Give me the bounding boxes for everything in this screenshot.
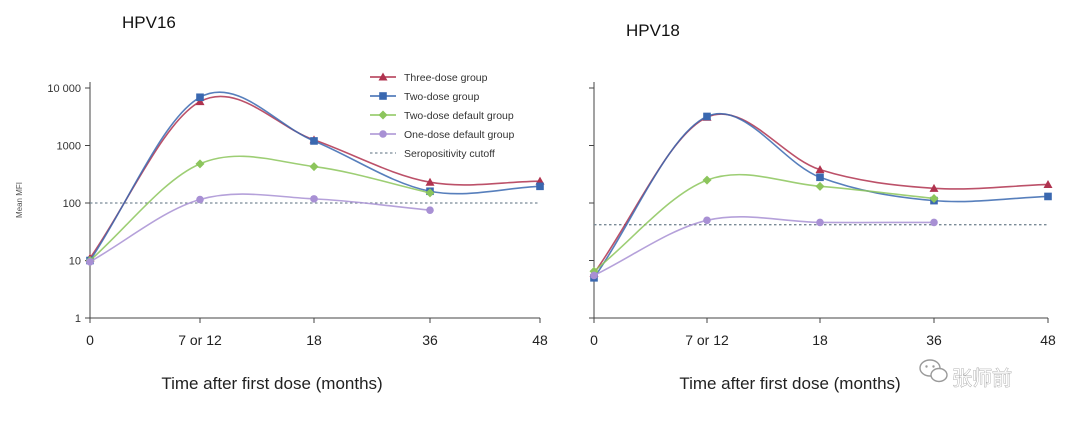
series-one-dose-default-group	[86, 193, 434, 266]
data-point	[536, 182, 544, 191]
wechat-icon	[919, 359, 948, 383]
x-axis-label: Time after first dose (months)	[679, 374, 900, 393]
legend: Three-dose group Two-dose group Two-dose d…	[370, 72, 514, 160]
data-point	[703, 216, 711, 225]
x-tick-label: 48	[1040, 332, 1056, 348]
watermark-text: 张师前	[952, 367, 1012, 390]
data-point	[195, 159, 205, 169]
series-line	[89, 91, 541, 261]
legend-label: Two-dose group	[404, 91, 479, 103]
legend-item: Two-dose group	[370, 91, 479, 103]
series-line	[89, 155, 431, 262]
series-line	[593, 113, 1049, 274]
chart-panel-hpv16: HPV16 Mean MFI Time after first dose (mo…	[15, 13, 548, 393]
x-tick-label: 7 or 12	[178, 332, 222, 348]
series-line	[89, 193, 431, 263]
x-tick-label: 0	[590, 332, 598, 348]
legend-label: Seropositivity cutoff	[404, 148, 495, 160]
watermark: 张师前	[919, 359, 1012, 390]
legend-swatch-marker	[378, 110, 388, 120]
y-tick-label: 1	[75, 313, 81, 325]
x-tick-label: 36	[926, 332, 942, 348]
series-one-dose-default-group	[590, 216, 938, 280]
series-two-dose-group	[590, 112, 1052, 282]
legend-label: Two-dose default group	[404, 110, 514, 122]
legend-label: One-dose default group	[404, 129, 514, 141]
x-tick-label: 7 or 12	[685, 332, 729, 348]
x-tick-label: 48	[532, 332, 548, 348]
series-line	[593, 113, 1049, 279]
data-point	[86, 257, 94, 266]
chart-title: HPV18	[626, 21, 680, 40]
x-tick-label: 18	[306, 332, 322, 348]
x-tick-label: 0	[86, 332, 94, 348]
series-line	[593, 173, 935, 272]
data-point	[425, 177, 435, 186]
data-point	[816, 218, 824, 227]
series-three-dose-group	[589, 112, 1053, 277]
data-point	[815, 165, 825, 174]
data-point	[310, 195, 318, 203]
y-tick-label: 100	[63, 198, 81, 210]
data-point	[196, 93, 204, 102]
data-point	[929, 183, 939, 192]
y-tick-label: 10	[69, 256, 81, 268]
chart-panel-hpv18: HPV18 Time after first dose (months) 0 7 …	[589, 21, 1056, 393]
legend-swatch-marker	[379, 92, 387, 100]
data-point	[930, 218, 938, 227]
data-point	[426, 206, 434, 214]
data-point	[702, 175, 712, 185]
data-point	[815, 181, 825, 191]
x-axis-label: Time after first dose (months)	[161, 374, 382, 393]
legend-swatch-marker	[379, 130, 387, 138]
x-tick-label: 18	[812, 332, 828, 348]
data-point	[590, 271, 598, 280]
data-point	[425, 188, 435, 198]
x-tick-label: 36	[422, 332, 438, 348]
legend-swatch-marker	[378, 72, 388, 81]
y-tick-label: 10 000	[47, 83, 81, 95]
y-tick-label: 1000	[57, 141, 81, 153]
legend-item: Three-dose group	[370, 72, 488, 84]
legend-label: Three-dose group	[404, 72, 488, 84]
chart-title: HPV16	[122, 13, 176, 32]
data-point	[195, 97, 205, 106]
legend-item: Two-dose default group	[370, 110, 514, 122]
data-point	[929, 193, 939, 203]
data-point	[1043, 179, 1053, 188]
legend-item: One-dose default group	[370, 129, 514, 141]
data-point	[816, 173, 824, 182]
data-point	[1044, 192, 1052, 201]
data-point	[309, 162, 319, 172]
data-point	[196, 195, 204, 204]
legend-item: Seropositivity cutoff	[370, 148, 495, 160]
y-axis-label: Mean MFI	[15, 182, 24, 218]
series-line	[593, 216, 935, 277]
data-point	[310, 137, 318, 145]
data-point	[703, 112, 711, 121]
series-two-dose-default-group	[85, 155, 435, 265]
